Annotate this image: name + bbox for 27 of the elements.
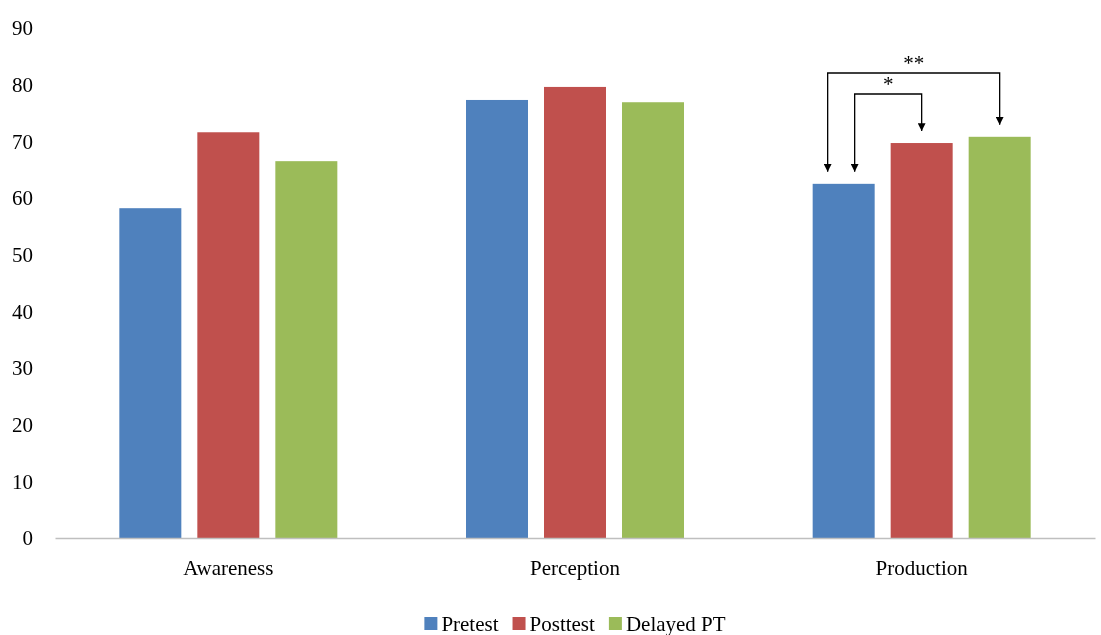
x-tick-label: Perception [530,555,621,580]
legend-label: Pretest [441,612,499,635]
bar [275,161,338,538]
y-tick-label: 50 [12,242,33,267]
y-tick-label: 60 [12,186,33,211]
y-tick-label: 70 [12,129,33,154]
y-tick-label: 10 [12,469,33,494]
y-tick-label: 80 [12,72,33,97]
x-tick-label: Awareness [183,555,274,580]
y-tick-label: 0 [22,526,33,551]
y-tick-label: 40 [12,299,33,324]
legend-label: Delayed PT [625,612,726,635]
legend-label: Posttest [529,612,596,635]
bar [968,136,1031,538]
bar [197,132,260,538]
bar [890,143,953,538]
annotation: ** [903,51,925,75]
bar [812,183,875,538]
bar [622,102,684,538]
x-tick-label: Production [875,555,969,580]
bar [119,208,182,538]
y-tick-label: 20 [12,412,33,437]
bar [466,99,528,538]
annotation: * [882,72,894,96]
y-tick-label: 90 [12,16,33,41]
bar [544,86,606,538]
y-tick-label: 30 [12,356,33,381]
